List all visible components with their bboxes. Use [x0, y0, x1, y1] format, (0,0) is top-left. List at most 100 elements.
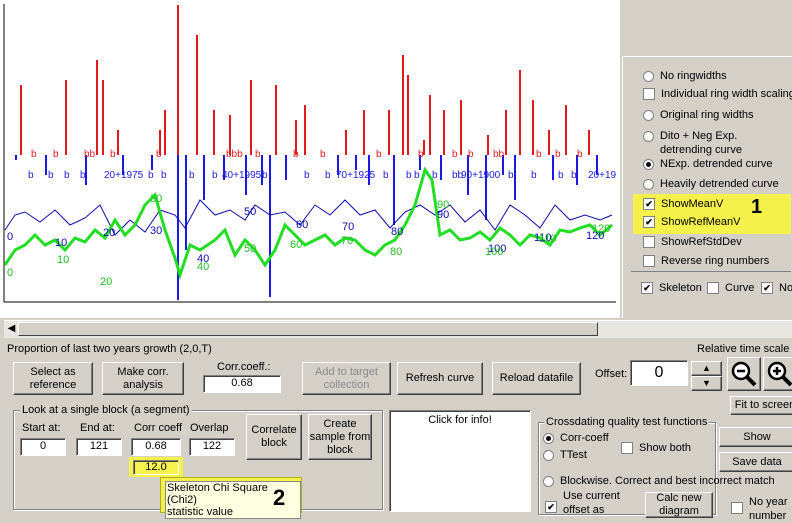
reload-datafile-button[interactable]: Reload datafile [492, 362, 581, 395]
check-no[interactable] [761, 282, 773, 294]
option-use-current-offset[interactable]: Use current offset as [525, 489, 625, 516]
option-no-year-number[interactable]: No year number [711, 495, 792, 522]
info-box-text: Click for info! [428, 414, 492, 426]
mean-curve-label: 30 [150, 225, 162, 237]
option-label: TTest [560, 449, 587, 461]
overlap-field[interactable]: 122 [189, 438, 235, 456]
red-skeleton-label: b [110, 149, 116, 160]
option-blockwise[interactable]: Blockwise. Correct and best incorrect ma… [523, 474, 783, 492]
radio-no-ringwidths[interactable] [643, 71, 654, 82]
option-show-both[interactable]: Show both [601, 441, 711, 459]
option-label: Heavily detrended curve [660, 178, 779, 190]
ref-curve-label: 80 [390, 246, 402, 258]
relative-time-scale-label: Relative time scale T [697, 343, 792, 355]
offset-down-arrow-icon[interactable]: ▼ [691, 376, 722, 391]
red-skeleton-label: b [293, 149, 299, 160]
check-show-meanv[interactable] [643, 198, 655, 210]
create-sample-from-block-button[interactable]: Create sample from block [308, 414, 372, 460]
option-show-refstddev[interactable]: ShowRefStdDev [623, 235, 792, 253]
tooltip-line2: statistic value [167, 506, 234, 518]
radio-corr-coeff[interactable] [543, 433, 554, 444]
zoom-out-icon[interactable] [727, 357, 761, 391]
check-skeleton[interactable] [641, 282, 653, 294]
option-corr-coeff[interactable]: Corr-coeff [523, 431, 643, 449]
offset-up-arrow-icon[interactable]: ▲ [691, 361, 722, 376]
option-curve[interactable]: Curve [687, 281, 754, 299]
option-original-ringwidths[interactable]: Original ring widths [623, 108, 792, 126]
refresh-curve-button[interactable]: Refresh curve [397, 362, 483, 395]
mean-curve-label: 0 [7, 231, 13, 243]
radio-dito[interactable] [643, 131, 654, 142]
calc-new-diagram-button[interactable]: Calc new diagram [645, 492, 713, 518]
option-no-ringwidths[interactable]: No ringwidths [623, 69, 792, 87]
check-show-both[interactable] [621, 442, 633, 454]
mean-curve-label: 100 [488, 243, 506, 255]
ref-curve-label: 30 [150, 193, 162, 205]
red-skeleton-label: b [255, 149, 261, 160]
option-show-meanv[interactable]: ShowMeanV [623, 197, 792, 215]
offset-field[interactable]: 0 [630, 360, 688, 386]
option-individual-scaling[interactable]: Individual ring width scaling [623, 87, 792, 105]
ref-curve-label: 100 [485, 246, 503, 258]
corr-coeff-field[interactable]: 0.68 [203, 375, 281, 393]
radio-heavily[interactable] [643, 179, 654, 190]
check-show-refmeanv[interactable] [643, 216, 655, 228]
option-label: Individual ring width scaling [661, 88, 792, 100]
option-show-refmeanv[interactable]: ShowRefMeanV [623, 215, 792, 233]
badge-2: 2 [273, 485, 286, 510]
badge-1: 1 [751, 196, 763, 218]
zoom-in-icon[interactable] [763, 357, 792, 391]
option-heavily-detrended[interactable]: Heavily detrended curve [623, 177, 792, 195]
skeleton-plot[interactable]: b b bb b b bbb b b b b b b b bb b b b b b b b 20+1975 b b b b 40+1… [0, 0, 620, 318]
block-corr-field[interactable]: 0.68 [131, 438, 181, 456]
check-no-year-number[interactable] [731, 502, 743, 514]
check-show-refstddev[interactable] [643, 236, 655, 248]
select-as-reference-button[interactable]: Select as reference [13, 362, 93, 395]
check-curve[interactable] [707, 282, 719, 294]
option-ttest[interactable]: TTest [523, 448, 613, 466]
red-skeleton-label: b [418, 149, 424, 160]
radio-blockwise[interactable] [543, 476, 554, 487]
option-dito-negexp[interactable]: Dito + Neg Exp. detrending curve [623, 129, 792, 159]
info-box[interactable]: Click for info! [389, 410, 531, 512]
option-no[interactable]: No [741, 281, 792, 299]
blue-skeleton-label: b [558, 170, 564, 181]
end-at-field[interactable]: 121 [76, 438, 122, 456]
mean-curve-label: 60 [296, 219, 308, 231]
ref-curve-label: 60 [290, 239, 302, 251]
chi2-field[interactable]: 12.0 [133, 460, 179, 475]
blue-skeleton-label: b [28, 170, 34, 181]
scrollbar-thumb[interactable] [18, 322, 598, 336]
mean-curve-label: 20 [103, 227, 115, 239]
option-nexp-detrended[interactable]: NExp. detrended curve [623, 157, 792, 175]
single-block-title: Look at a single block (a segment) [20, 404, 192, 416]
blue-skeleton-label: 40+1995 [222, 170, 262, 181]
scroll-left-arrow-icon[interactable]: ◀ [7, 323, 16, 334]
ref-curve-label: 70 [341, 235, 353, 247]
ref-curve-label: 110 [539, 233, 557, 245]
show-button[interactable]: Show [719, 427, 792, 447]
radio-original[interactable] [643, 110, 654, 121]
radio-ttest[interactable] [543, 450, 554, 461]
option-reverse-numbers[interactable]: Reverse ring numbers [623, 254, 792, 272]
option-label-2: detrending curve [660, 144, 742, 156]
blue-skeleton-label: 90+1900 [461, 170, 501, 181]
mean-curve-label: 70 [342, 221, 354, 233]
save-data-button[interactable]: Save data [719, 452, 792, 472]
make-corr-analysis-button[interactable]: Make corr. analysis [102, 362, 184, 395]
check-reverse-numbers[interactable] [643, 255, 655, 267]
option-skeleton[interactable]: Skeleton [621, 281, 791, 299]
red-skeleton-label: b [156, 149, 162, 160]
check-use-current-offset[interactable] [545, 501, 557, 513]
blue-skeleton-label: b [406, 170, 412, 181]
radio-nexp[interactable] [643, 159, 654, 170]
check-individual-scaling[interactable] [643, 88, 655, 100]
option-label: Dito + Neg Exp. [660, 130, 738, 142]
correlate-block-button[interactable]: Correlate block [246, 414, 302, 460]
option-label: Blockwise. Correct and best incorrect ma… [560, 475, 775, 487]
start-at-field[interactable]: 0 [20, 438, 66, 456]
fit-to-screen-button[interactable]: Fit to screen [730, 396, 792, 415]
plot-canvas: b b bb b b bbb b b b b b b b bb b b bb b b b 20+1975 b b b b 40+1… [3, 4, 617, 303]
add-to-target-collection-button[interactable]: Add to target collection [302, 362, 391, 395]
status-text: Proportion of last two years growth (2,0… [7, 343, 212, 355]
